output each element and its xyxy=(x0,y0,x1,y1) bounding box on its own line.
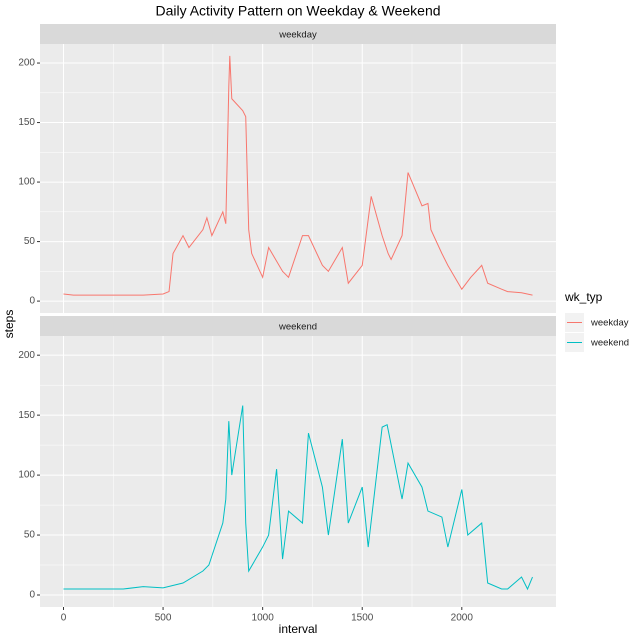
y-tick-label: 50 xyxy=(24,236,36,247)
legend-label: weekday xyxy=(590,318,629,329)
y-tick-label: 50 xyxy=(24,530,36,541)
x-axis-title: interval xyxy=(279,622,318,636)
panel xyxy=(40,336,556,607)
data-line xyxy=(63,405,533,591)
strip-label: weekend xyxy=(278,322,317,333)
legend-label: weekend xyxy=(590,338,629,349)
y-tick-label: 0 xyxy=(29,296,35,307)
chart-title: Daily Activity Pattern on Weekday & Week… xyxy=(155,3,440,19)
x-tick-label: 1500 xyxy=(351,613,374,624)
strip-label: weekday xyxy=(278,30,317,41)
y-tick-label: 100 xyxy=(18,177,35,188)
x-tick-label: 2000 xyxy=(451,613,474,624)
x-tick-label: 0 xyxy=(61,613,67,624)
y-tick-label: 200 xyxy=(18,350,35,361)
panel xyxy=(40,44,556,313)
x-tick-label: 1000 xyxy=(252,613,275,624)
y-tick-label: 0 xyxy=(29,590,35,601)
y-axis-title: steps xyxy=(2,310,16,339)
y-tick-label: 150 xyxy=(18,410,35,421)
y-tick-label: 200 xyxy=(18,58,35,69)
strip xyxy=(40,24,556,44)
data-line xyxy=(63,55,533,296)
legend-title: wk_typ xyxy=(564,290,603,304)
strip xyxy=(40,316,556,336)
x-tick-label: 500 xyxy=(155,613,172,624)
y-tick-label: 100 xyxy=(18,470,35,481)
y-tick-label: 150 xyxy=(18,117,35,128)
